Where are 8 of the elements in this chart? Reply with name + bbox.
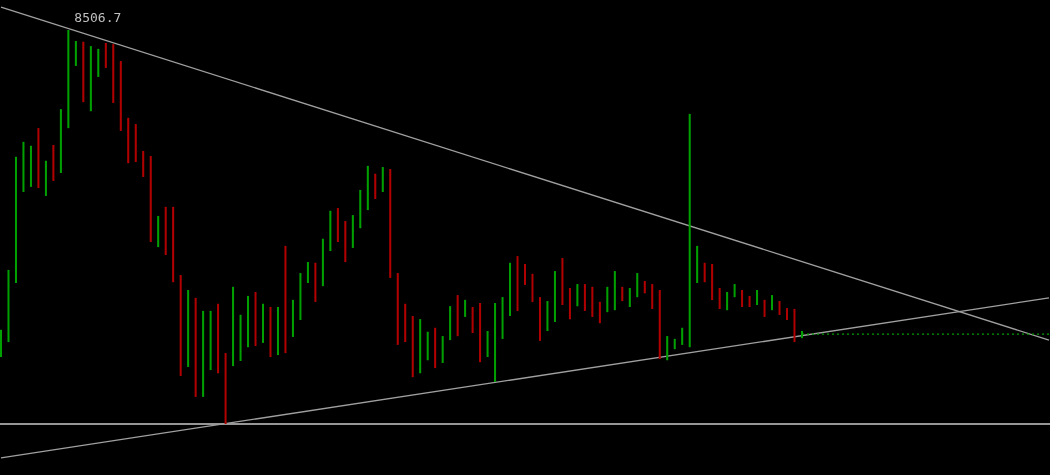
candlestick [786, 307, 788, 321]
candlestick [306, 261, 309, 284]
candlestick [262, 303, 264, 344]
candlestick [628, 287, 631, 308]
text: 8506.7 [74, 10, 122, 25]
candlestick [718, 287, 721, 310]
candlestick [0, 329, 2, 358]
candlestick [524, 263, 526, 286]
